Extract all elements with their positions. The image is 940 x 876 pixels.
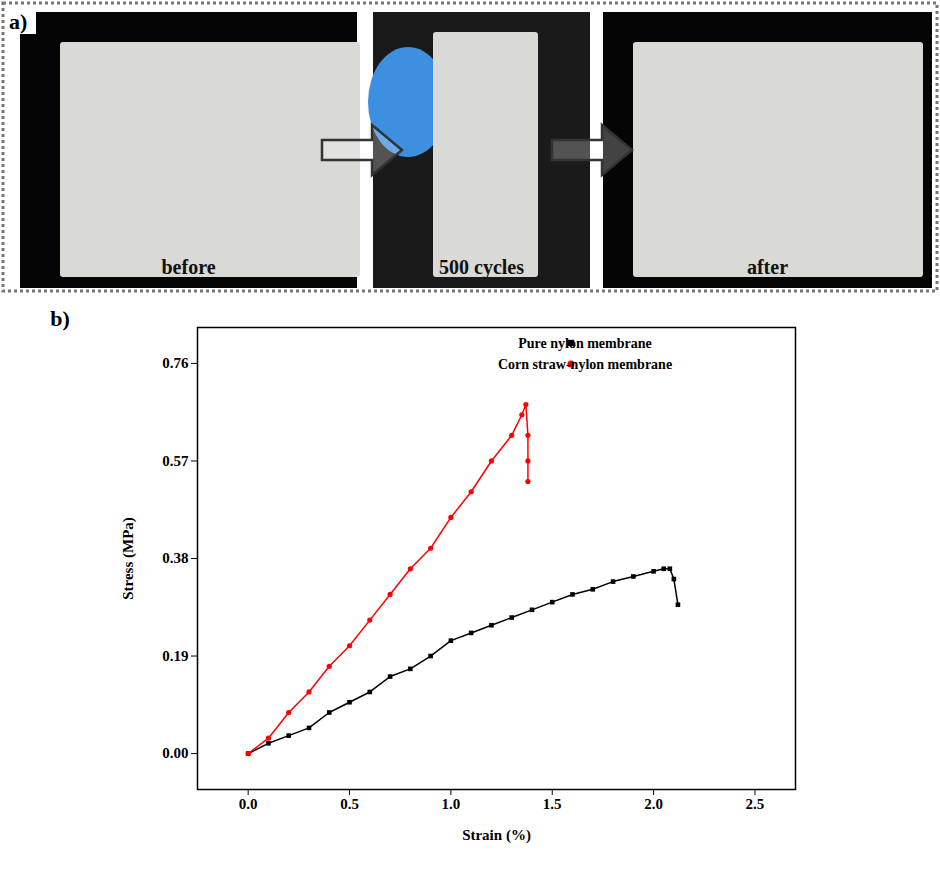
svg-text:0.57: 0.57: [162, 453, 189, 469]
svg-text:a): a): [9, 9, 27, 34]
svg-text:after: after: [747, 256, 788, 278]
svg-text:Stress (MPa): Stress (MPa): [120, 517, 137, 600]
svg-text:500 cycles: 500 cycles: [439, 256, 524, 279]
svg-text:0.76: 0.76: [162, 355, 189, 371]
svg-text:0.00: 0.00: [162, 745, 188, 761]
svg-text:0.0: 0.0: [239, 796, 258, 812]
svg-text:Pure nylon membrane: Pure nylon membrane: [518, 336, 652, 351]
svg-text:Corn straw-nylon membrane: Corn straw-nylon membrane: [498, 357, 672, 372]
svg-text:1.5: 1.5: [543, 796, 562, 812]
svg-text:1.0: 1.0: [442, 796, 461, 812]
svg-text:0.5: 0.5: [340, 796, 359, 812]
svg-text:0.38: 0.38: [162, 550, 188, 566]
svg-text:b): b): [50, 306, 70, 331]
svg-text:0.19: 0.19: [162, 648, 188, 664]
svg-text:2.0: 2.0: [644, 796, 663, 812]
svg-text:Strain (%): Strain (%): [462, 827, 531, 844]
svg-text:before: before: [161, 256, 215, 278]
svg-text:2.5: 2.5: [746, 796, 765, 812]
